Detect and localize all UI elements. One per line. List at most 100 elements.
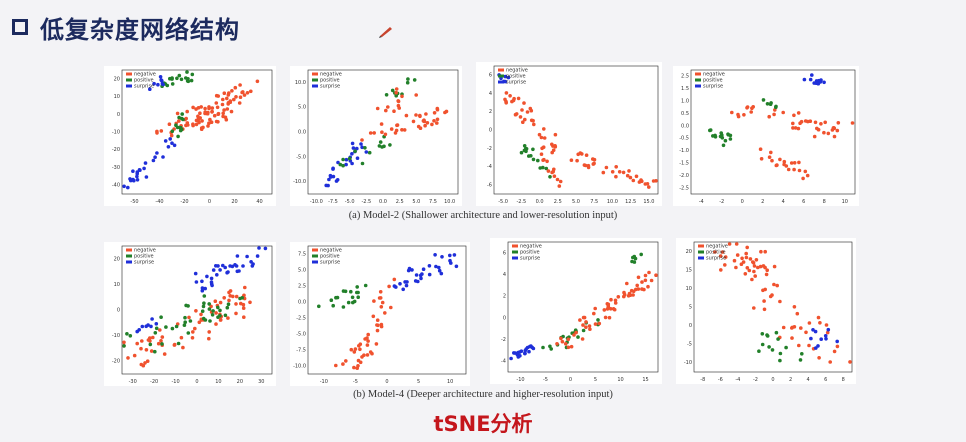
x-tick-label: 0 — [385, 379, 388, 385]
legend-swatch-surprise — [512, 256, 518, 260]
point-positive — [405, 80, 410, 85]
legend-label-negative: negative — [134, 72, 156, 78]
point-positive — [726, 133, 731, 137]
point-negative — [349, 347, 354, 352]
scatter-svg: -30 -20 -10 0 10 20 30 20 10 0 -10 -20 negativeposit… — [112, 245, 273, 385]
point-negative — [617, 170, 622, 174]
point-surprise — [350, 152, 354, 156]
point-negative — [372, 131, 376, 135]
point-negative — [139, 346, 143, 351]
point-negative — [397, 106, 401, 110]
point-surprise — [344, 162, 348, 167]
point-negative — [759, 249, 763, 254]
point-positive — [798, 358, 803, 362]
point-positive — [711, 134, 715, 138]
point-negative — [747, 268, 752, 273]
point-positive — [164, 325, 168, 329]
point-negative — [792, 113, 796, 118]
point-surprise — [359, 142, 363, 146]
point-positive — [201, 316, 206, 321]
point-negative — [214, 322, 218, 326]
point-surprise — [327, 177, 331, 182]
point-negative — [586, 163, 591, 168]
point-surprise — [163, 139, 168, 143]
point-negative — [614, 165, 618, 169]
point-negative — [795, 311, 800, 316]
point-negative — [625, 173, 630, 178]
point-negative — [122, 340, 126, 345]
point-negative — [207, 330, 211, 334]
point-negative — [162, 352, 167, 356]
point-negative — [216, 112, 220, 116]
point-negative — [191, 105, 195, 110]
legend-swatch-positive — [312, 254, 318, 258]
point-negative — [557, 184, 562, 188]
x-tick-label: 10.0 — [607, 199, 618, 205]
point-negative — [546, 169, 551, 173]
point-positive — [757, 349, 761, 353]
point-negative — [541, 145, 546, 149]
point-negative — [824, 323, 829, 327]
y-tick-label: -7.5 — [296, 348, 306, 354]
point-positive — [353, 149, 357, 153]
point-positive — [165, 83, 170, 88]
point-positive — [218, 313, 222, 318]
point-positive — [170, 82, 175, 86]
point-positive — [349, 289, 353, 294]
point-positive — [522, 144, 527, 148]
point-negative — [799, 119, 804, 124]
y-tick-label: 0 — [689, 323, 692, 329]
point-negative — [790, 336, 794, 340]
point-surprise — [138, 168, 142, 172]
x-tick-label: 7.5 — [590, 199, 598, 205]
point-surprise — [802, 77, 807, 82]
point-surprise — [210, 283, 214, 288]
x-tick-label: -4 — [735, 377, 740, 383]
point-negative — [815, 126, 819, 131]
point-negative — [764, 272, 769, 277]
plot-frame — [307, 69, 459, 195]
x-tick-label: -5.0 — [498, 199, 508, 205]
x-tick-label: 6 — [802, 199, 805, 205]
point-negative — [358, 347, 362, 352]
point-surprise — [235, 269, 240, 274]
point-negative — [200, 119, 204, 123]
point-negative — [203, 106, 207, 111]
point-negative — [807, 321, 812, 325]
x-tick-label: -5.0 — [345, 199, 355, 205]
point-positive — [189, 78, 194, 83]
point-negative — [181, 345, 185, 350]
x-tick-label: -4 — [699, 199, 704, 205]
point-surprise — [811, 328, 815, 332]
y-tick-label: -10.0 — [293, 179, 306, 185]
point-negative — [537, 132, 542, 137]
point-negative — [819, 122, 823, 126]
point-negative — [222, 296, 226, 300]
point-positive — [529, 154, 533, 158]
point-surprise — [122, 184, 126, 189]
point-negative — [797, 168, 802, 173]
point-negative — [643, 273, 648, 278]
point-negative — [209, 120, 214, 124]
point-surprise — [126, 185, 130, 190]
point-surprise — [215, 273, 219, 277]
point-negative — [805, 173, 810, 178]
point-negative — [745, 266, 750, 270]
point-negative — [516, 96, 521, 101]
point-negative — [636, 275, 641, 280]
point-positive — [185, 79, 190, 83]
plot-frame — [693, 241, 853, 373]
point-negative — [603, 315, 608, 320]
point-negative — [392, 277, 397, 282]
point-negative — [353, 347, 358, 351]
y-tick-label: -2 — [501, 337, 506, 343]
x-tick-label: 10 — [215, 379, 221, 385]
point-negative — [414, 113, 418, 117]
point-negative — [366, 332, 370, 337]
legend-label-positive: positive — [134, 78, 154, 84]
point-negative — [232, 97, 236, 102]
x-tick-label: -2.5 — [361, 199, 371, 205]
point-positive — [367, 150, 372, 155]
point-positive — [160, 342, 164, 346]
y-tick-label: -10 — [112, 130, 120, 136]
